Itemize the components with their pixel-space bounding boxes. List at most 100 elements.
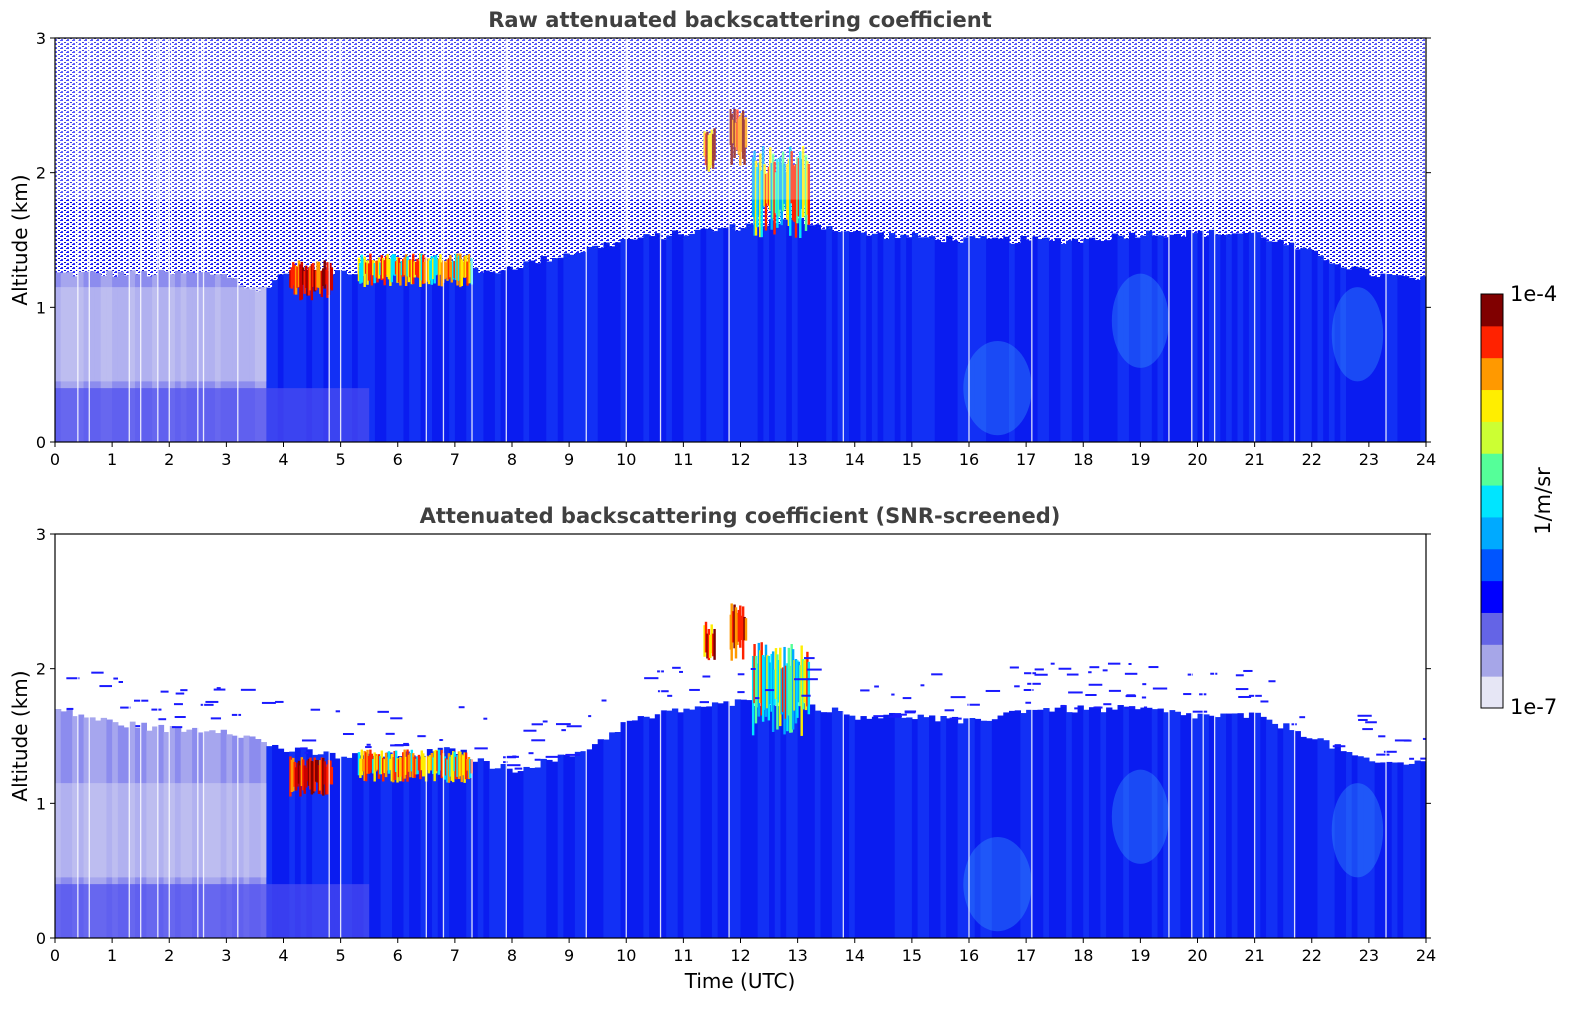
aerosol-column [734, 230, 742, 442]
cloud-cell [324, 766, 328, 795]
cloud-cell [711, 133, 715, 169]
cloud-cell [326, 262, 329, 298]
aerosol-column [483, 761, 490, 938]
cloud-cell [741, 606, 745, 660]
aerosol-column [711, 231, 719, 442]
aerosol-column [1123, 706, 1130, 938]
aerosol-column [923, 237, 930, 442]
aerosol-column [346, 274, 353, 442]
aerosol-column [969, 718, 976, 938]
aerosol-column [780, 219, 787, 442]
aerosol-column [1117, 235, 1124, 442]
aerosol-column [660, 710, 667, 938]
cloud-cell [294, 767, 298, 791]
cloud-cell [789, 665, 792, 733]
noise-speck [874, 685, 879, 688]
cloud-cell [734, 122, 738, 148]
cloud-cell [326, 764, 329, 795]
cloud-cell [460, 259, 464, 286]
aerosol-column [751, 224, 759, 442]
cloud-cell [779, 647, 782, 727]
noise-speck [120, 706, 131, 709]
cloud-cell [744, 618, 748, 641]
noise-speck [377, 710, 389, 713]
cloud-cell [292, 262, 295, 286]
noise-speck [175, 692, 185, 695]
cloud-cell [427, 258, 431, 285]
aerosol-column [1037, 709, 1044, 938]
cloud-cell [706, 633, 709, 659]
cloud-cell [743, 616, 746, 641]
aerosol-column [934, 239, 942, 442]
aerosol-column [1191, 233, 1199, 442]
aerosol-column [523, 766, 530, 938]
aerosol-column [277, 274, 285, 442]
noise-speck [565, 753, 580, 756]
surface-layer [55, 884, 370, 938]
colorbar-swatch [1481, 325, 1503, 359]
cloud-cell [731, 119, 735, 144]
cloud-cell [790, 644, 793, 733]
aerosol-column [940, 715, 947, 938]
aerosol-column [1248, 712, 1256, 938]
cloud-cell [384, 256, 388, 275]
aerosol-column [591, 245, 599, 442]
cloud-cell [780, 668, 783, 715]
cloud-cell [390, 753, 394, 782]
aerosol-column [877, 718, 884, 938]
cloud-cell [330, 267, 334, 291]
aerosol-column [1026, 709, 1033, 938]
aerosol-column [357, 271, 365, 442]
noise-speck [1187, 673, 1193, 676]
cloud-cell [453, 751, 456, 772]
aerosol-column [334, 758, 342, 938]
aerosol-column [1134, 237, 1141, 442]
aerosol-column [266, 287, 273, 442]
cloud-cell [759, 650, 762, 704]
noise-speck [210, 717, 222, 720]
cloud-cell [449, 254, 452, 278]
aerosol-column [1106, 707, 1113, 938]
cloud-cell [771, 651, 775, 732]
aerosol-column [1294, 249, 1301, 442]
aerosol-column [443, 265, 450, 442]
aerosol-column [809, 704, 816, 938]
aerosol-column [1157, 708, 1164, 938]
aerosol-column [1231, 233, 1239, 442]
noise-speck [506, 755, 519, 758]
cloud-cell [369, 749, 372, 773]
noise-speck [1248, 694, 1262, 697]
x-tick-label: 20 [1187, 946, 1207, 965]
noise-speck [657, 690, 669, 693]
aerosol-column [563, 253, 570, 442]
aerosol-column [1414, 279, 1421, 442]
x-tick-label: 12 [730, 450, 750, 469]
cloud-cell [289, 270, 292, 288]
x-tick-label: 12 [730, 946, 750, 965]
aerosol-column [791, 217, 799, 442]
cloud-cell [307, 267, 311, 296]
aerosol-column [1146, 230, 1153, 442]
aerosol-column [769, 220, 776, 442]
cloud-cell [777, 659, 781, 703]
aerosol-column [1077, 705, 1084, 938]
cloud-cell [410, 749, 414, 772]
aerosol-column [277, 748, 285, 938]
cloud-cell [410, 259, 414, 285]
noise-speck [1365, 721, 1377, 724]
cloud-cell [469, 262, 472, 284]
aerosol-column [837, 231, 844, 442]
aerosol-column [1420, 761, 1426, 938]
aerosol-column [586, 246, 593, 442]
aerosol-column [1403, 764, 1410, 938]
aerosol-column [1066, 240, 1073, 442]
aerosol-column [266, 746, 273, 938]
aerosol-column [1208, 229, 1216, 442]
aerosol-column [329, 752, 336, 938]
cloud-cell [463, 752, 466, 783]
x-tick-label: 13 [787, 946, 807, 965]
x-tick-label: 21 [1244, 450, 1264, 469]
cloud-cell [761, 146, 765, 208]
noise-fade [55, 38, 1426, 200]
x-tick-label: 17 [1016, 946, 1036, 965]
